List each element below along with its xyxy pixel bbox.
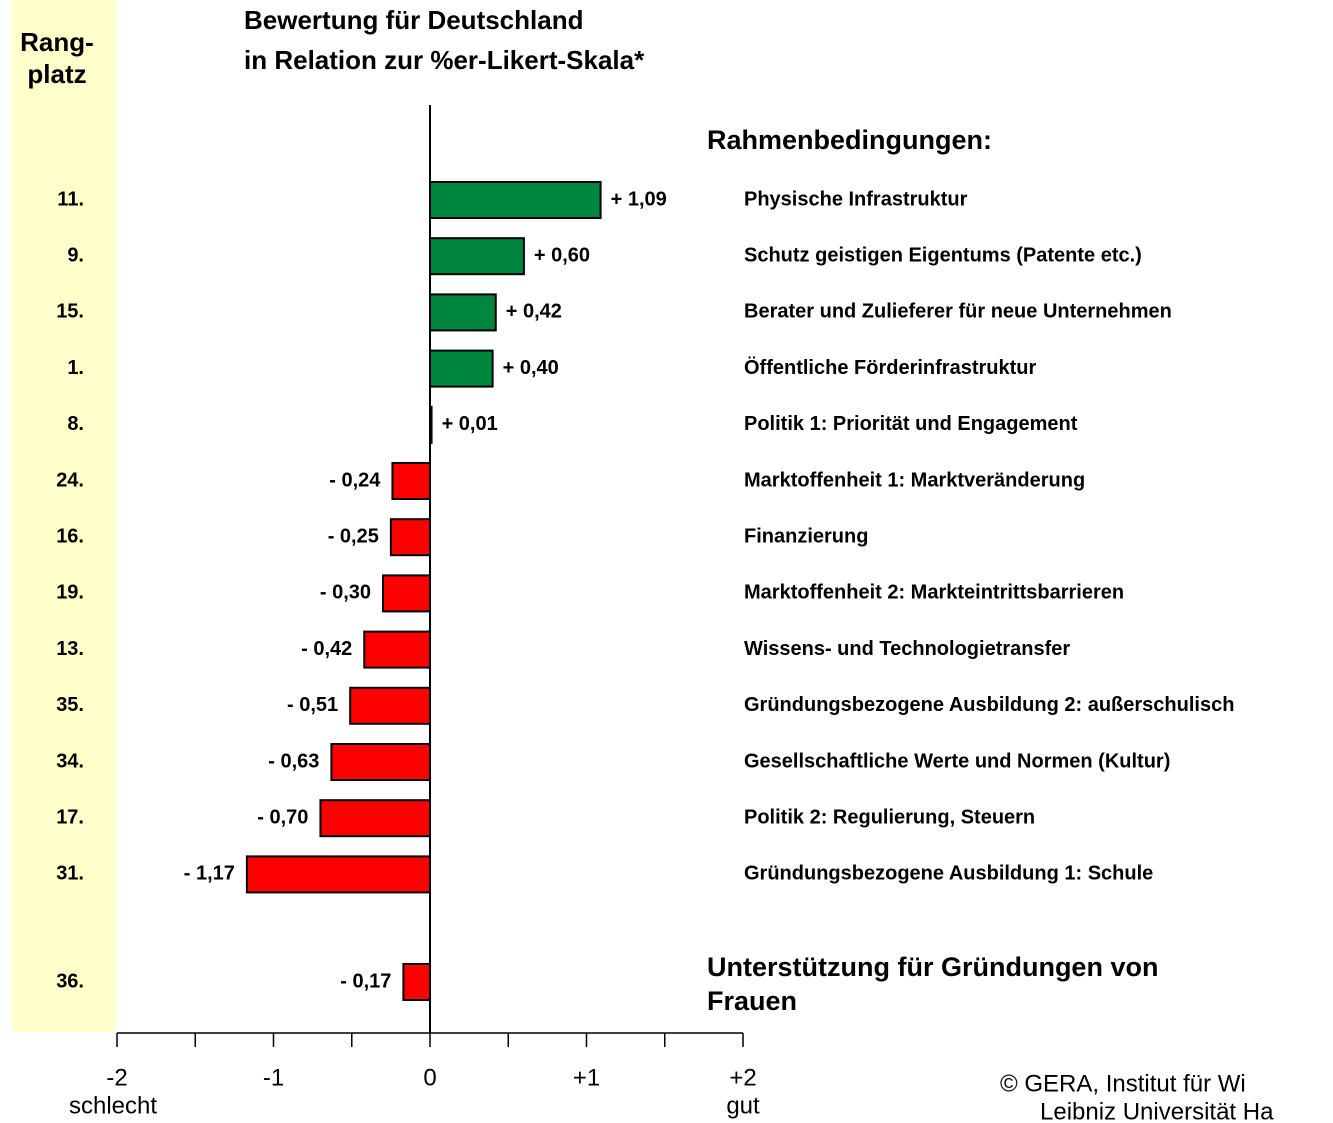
category-label: Politik 1: Priorität und Engagement [744, 413, 1078, 435]
value-label: - 0,70 [257, 806, 308, 828]
chart-title: Bewertung für Deutschland [244, 5, 583, 35]
category-label: Marktoffenheit 1: Marktveränderung [744, 469, 1085, 491]
rank-label: 9. [67, 244, 84, 266]
copyright: Leibniz Universität Ha [1040, 1098, 1274, 1123]
bar [429, 349, 494, 388]
x-tick-label: -1 [263, 1064, 284, 1091]
rank-label: 11. [57, 188, 84, 210]
rank-label: 24. [56, 469, 84, 491]
bar [363, 630, 431, 669]
x-high-label: gut [726, 1092, 760, 1119]
value-label: + 0,40 [503, 357, 559, 379]
rank-label: 17. [56, 806, 84, 828]
value-label: + 1,09 [611, 188, 667, 210]
category-label: Gründungsbezogene Ausbildung 2: außersch… [744, 694, 1234, 716]
category-label: Marktoffenheit 2: Markteintrittsbarriere… [744, 582, 1124, 604]
category-label: Physische Infrastruktur [744, 188, 968, 210]
value-label: - 1,17 [184, 863, 235, 885]
value-label: - 0,42 [301, 638, 352, 660]
bar [349, 686, 431, 725]
bar [319, 799, 432, 838]
category-label: Schutz geistigen Eigentums (Patente etc.… [744, 244, 1142, 266]
value-label: + 0,60 [534, 244, 590, 266]
rank-label: 35. [56, 694, 84, 716]
rank-label: 36. [56, 970, 84, 992]
value-label: + 0,42 [506, 301, 562, 323]
x-tick-label: +2 [729, 1064, 756, 1091]
bar [429, 293, 497, 332]
x-tick-label: -2 [106, 1064, 127, 1091]
rank-label: 8. [67, 413, 84, 435]
category-label: Gründungsbezogene Ausbildung 1: Schule [744, 863, 1153, 885]
bar [402, 963, 431, 1001]
value-label: - 0,24 [329, 469, 381, 491]
category-label: Öffentliche Förderinfrastruktur [744, 356, 1036, 379]
bar [429, 237, 525, 276]
rank-header: Rang- [20, 27, 94, 57]
category-label: Politik 2: Regulierung, Steuern [744, 806, 1035, 828]
x-low-label: schlecht [69, 1092, 157, 1119]
value-label: + 0,01 [442, 413, 498, 435]
group-label: Unterstützung für Gründungen von Frauen [707, 952, 1159, 1016]
rank-label: 15. [56, 301, 84, 323]
rank-label: 19. [56, 582, 84, 604]
category-label: Finanzierung [744, 525, 868, 547]
rank-label: 31. [56, 863, 84, 885]
value-label: - 0,30 [320, 582, 371, 604]
section-header: Rahmenbedingungen: [707, 125, 992, 155]
bar [330, 743, 431, 781]
rank-label: 1. [67, 357, 84, 379]
category-label: Wissens- und Technologietransfer [744, 638, 1070, 660]
category-label: Gesellschaftliche Werte und Normen (Kult… [744, 750, 1170, 772]
x-tick-label: +1 [573, 1064, 600, 1091]
bar [382, 574, 431, 613]
value-label: - 0,63 [268, 750, 319, 772]
value-label: - 0,25 [328, 525, 379, 547]
chart-title: in Relation zur %er-Likert-Skala* [244, 45, 645, 75]
bar [245, 855, 431, 894]
rank-header: platz [27, 59, 86, 89]
bar [389, 518, 431, 557]
bar [391, 462, 432, 500]
rank-label: 34. [56, 750, 84, 772]
rank-column [12, 0, 116, 1032]
bar [429, 181, 602, 219]
rank-label: 13. [56, 638, 84, 660]
x-tick-label: 0 [423, 1064, 436, 1091]
rank-label: 16. [56, 525, 84, 547]
category-label: Berater und Zulieferer für neue Unterneh… [744, 301, 1172, 323]
value-label: - 0,17 [340, 970, 391, 992]
copyright: © GERA, Institut für Wi [1000, 1070, 1246, 1097]
value-label: - 0,51 [287, 694, 338, 716]
bar [429, 405, 433, 444]
